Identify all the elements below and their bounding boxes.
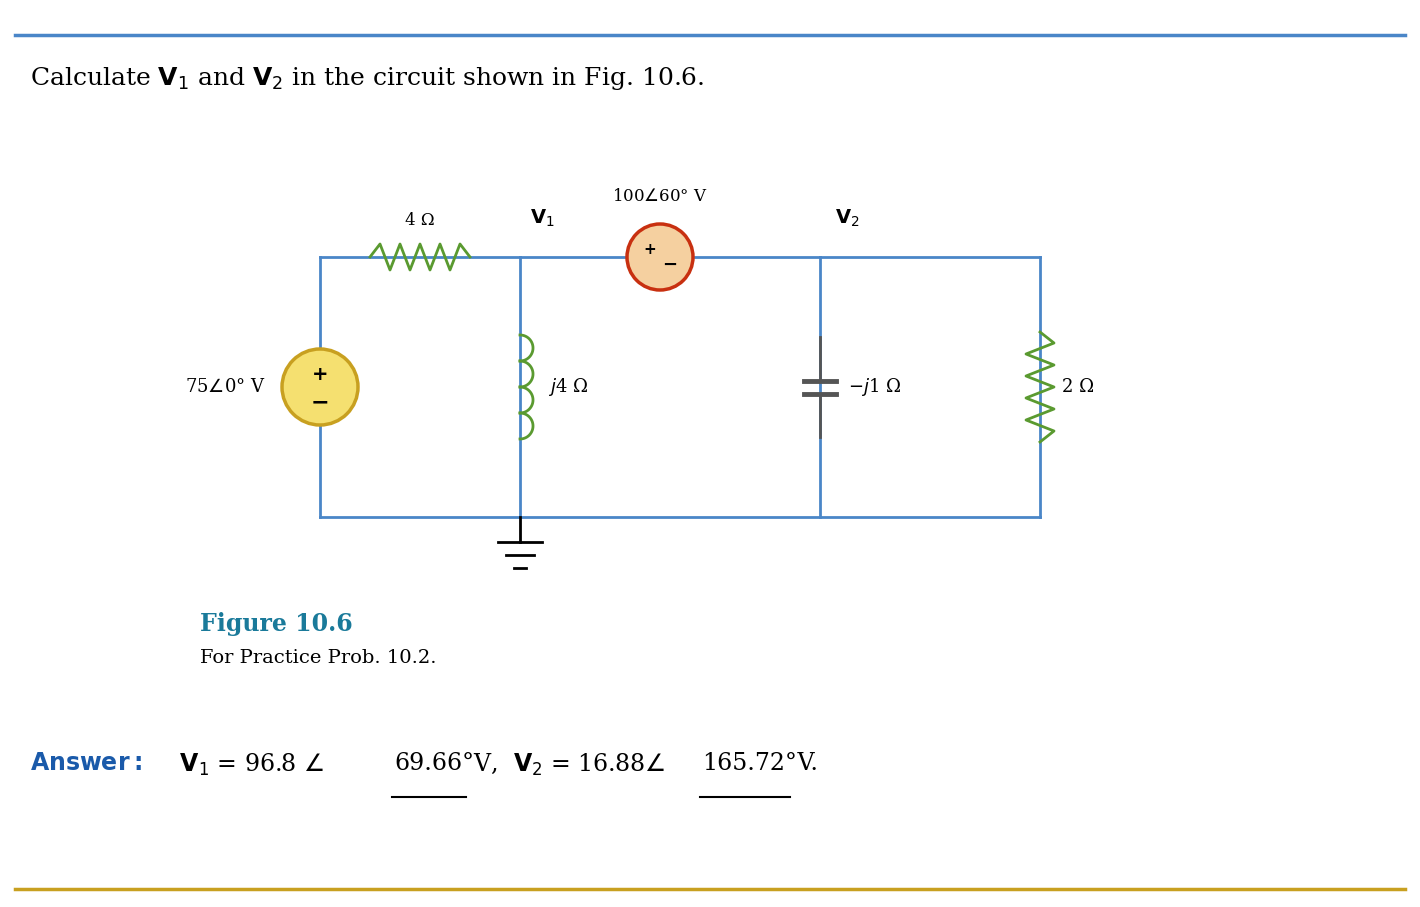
Text: 69.66°: 69.66° <box>393 752 474 775</box>
Circle shape <box>628 224 693 290</box>
Text: Figure 10.6: Figure 10.6 <box>200 612 352 636</box>
Text: $\mathbf{V}_2$: $\mathbf{V}_2$ <box>835 208 859 229</box>
Text: For Practice Prob. 10.2.: For Practice Prob. 10.2. <box>200 649 436 667</box>
Text: $\mathbf{V}_1$: $\mathbf{V}_1$ <box>530 208 555 229</box>
Text: −: − <box>311 392 329 412</box>
Text: 2 Ω: 2 Ω <box>1062 378 1095 396</box>
Circle shape <box>283 349 358 425</box>
Text: 4 Ω: 4 Ω <box>405 212 435 229</box>
Text: V,  $\mathbf{V}_2$ = 16.88$\angle$: V, $\mathbf{V}_2$ = 16.88$\angle$ <box>466 752 665 778</box>
Text: V.: V. <box>790 752 818 775</box>
Text: 75$\angle$0° V: 75$\angle$0° V <box>185 378 266 396</box>
Text: $j$4 Ω: $j$4 Ω <box>548 376 588 398</box>
Text: +: + <box>312 365 328 384</box>
Text: $\mathbf{Answer:}$: $\mathbf{Answer:}$ <box>30 752 142 775</box>
Text: +: + <box>643 241 656 257</box>
Text: 100$\angle$60° V: 100$\angle$60° V <box>612 188 707 205</box>
Text: $-j$1 Ω: $-j$1 Ω <box>848 376 902 398</box>
Text: $\mathbf{V}_1$ = 96.8 $\angle$: $\mathbf{V}_1$ = 96.8 $\angle$ <box>172 752 324 778</box>
Text: Calculate $\mathbf{V}_1$ and $\mathbf{V}_2$ in the circuit shown in Fig. 10.6.: Calculate $\mathbf{V}_1$ and $\mathbf{V}… <box>30 65 704 92</box>
Text: −: − <box>663 256 677 274</box>
Text: 165.72°: 165.72° <box>701 752 797 775</box>
